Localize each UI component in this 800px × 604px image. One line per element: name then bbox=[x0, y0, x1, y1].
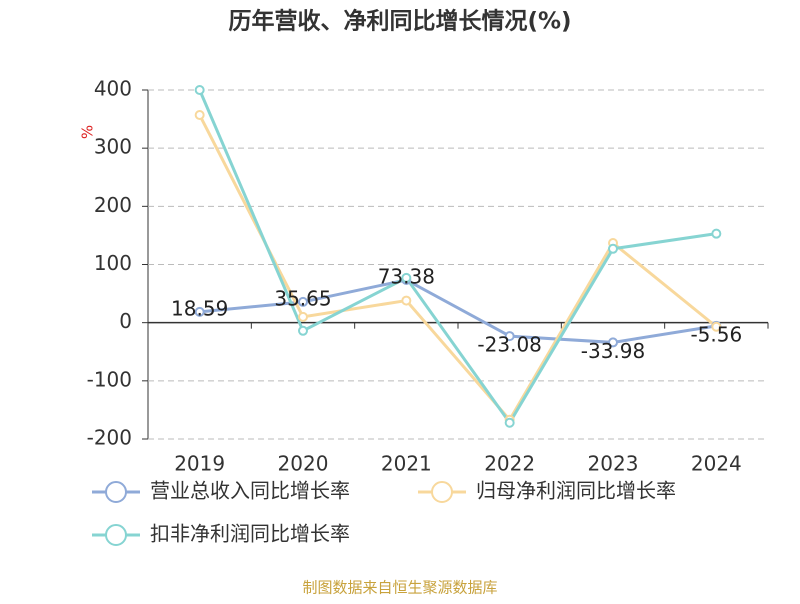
data-point bbox=[608, 243, 618, 254]
data-label: -5.56 bbox=[690, 322, 742, 346]
series-line bbox=[199, 278, 717, 344]
x-tick-label: 2024 bbox=[691, 452, 742, 476]
data-point bbox=[401, 295, 412, 306]
y-tick-label: 400 bbox=[94, 77, 132, 101]
x-tick-label: 2022 bbox=[484, 452, 535, 476]
y-tick-label: -100 bbox=[87, 367, 132, 391]
legend-label: 归母净利润同比增长率 bbox=[476, 479, 676, 503]
data-point bbox=[608, 337, 618, 348]
data-point bbox=[504, 331, 515, 342]
data-label: -33.98 bbox=[581, 339, 645, 363]
y-tick-label: 300 bbox=[94, 135, 132, 159]
data-point bbox=[298, 296, 308, 307]
data-point bbox=[401, 272, 412, 283]
data-point bbox=[711, 228, 722, 239]
legend-marker bbox=[431, 481, 453, 503]
x-tick-label: 2021 bbox=[381, 452, 432, 476]
y-tick-label: 200 bbox=[94, 193, 132, 217]
x-tick-label: 2020 bbox=[278, 452, 329, 476]
data-label: 73.38 bbox=[378, 264, 435, 288]
data-point bbox=[194, 85, 205, 95]
y-tick-label: 0 bbox=[119, 309, 132, 333]
legend-marker bbox=[105, 524, 127, 546]
chart-title: 历年营收、净利同比增长情况(%) bbox=[228, 8, 571, 35]
data-point bbox=[298, 325, 308, 336]
data-point bbox=[504, 417, 515, 428]
footer: 制图数据来自恒生聚源数据库 bbox=[302, 579, 497, 597]
data-label: 18.59 bbox=[171, 296, 228, 320]
series-line bbox=[198, 89, 717, 426]
y-unit: % bbox=[79, 125, 97, 139]
y-tick-label: 100 bbox=[94, 251, 132, 275]
data-point bbox=[298, 311, 308, 322]
series-line bbox=[198, 114, 718, 423]
x-tick-label: 2023 bbox=[588, 452, 639, 476]
legend-label: 营业总收入同比增长率 bbox=[150, 479, 350, 503]
data-label: 35.65 bbox=[274, 286, 331, 310]
x-tick-label: 2019 bbox=[174, 452, 225, 476]
legend-marker bbox=[105, 481, 127, 503]
data-label: -23.08 bbox=[477, 333, 541, 357]
data-point bbox=[194, 110, 205, 121]
data-point bbox=[194, 306, 205, 317]
legend-label: 扣非净利润同比增长率 bbox=[150, 522, 350, 546]
y-tick-label: -200 bbox=[87, 426, 132, 450]
data-point bbox=[711, 321, 722, 332]
